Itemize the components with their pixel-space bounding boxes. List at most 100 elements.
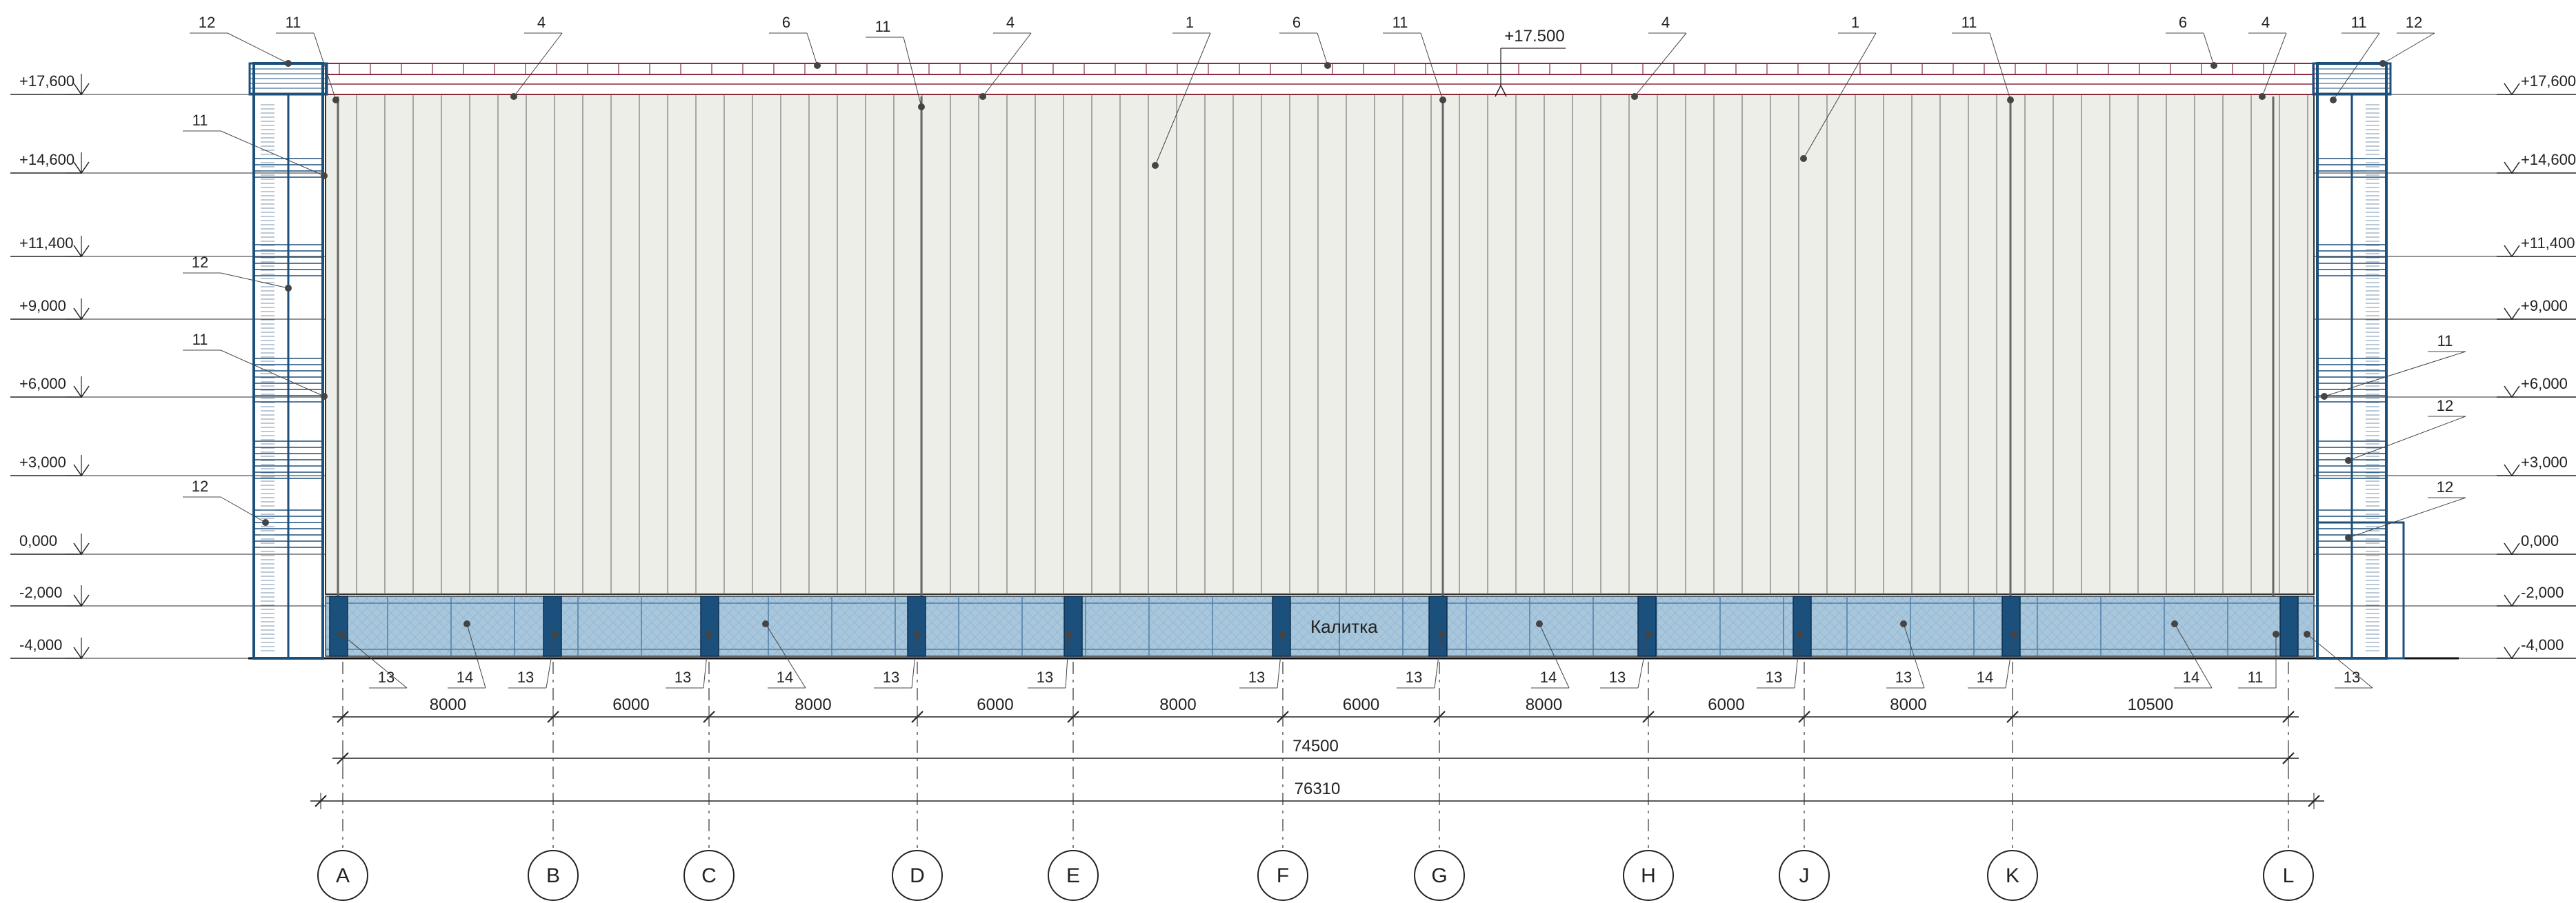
- callout-number: 12: [2437, 397, 2453, 414]
- axis-bubble: [1987, 850, 2038, 901]
- callout-dot: [1800, 155, 1807, 162]
- callout-number: 4: [2262, 14, 2270, 31]
- callout-dot: [2010, 631, 2017, 638]
- level-label-left: 0,000: [19, 532, 57, 549]
- level-labels: +17,600 +14,600 +11,400 +9,000 +6,000 +3,000 0…: [10, 72, 2576, 660]
- level-label-right: +14,600: [2521, 151, 2576, 168]
- callout-number: 14: [1540, 669, 1557, 686]
- axis-label: A: [336, 864, 350, 887]
- level-marker-triangle: [2504, 385, 2520, 398]
- callout-number: 13: [2344, 669, 2360, 686]
- axis-label: D: [910, 864, 925, 887]
- ridge-mark: +17.500: [1504, 27, 1564, 45]
- callout-leader: [1420, 32, 1444, 101]
- axis-label: K: [2006, 864, 2019, 887]
- dimension-value: 8000: [430, 696, 466, 714]
- level-label-left: -2,000: [19, 584, 62, 601]
- callout-number: 11: [875, 18, 891, 35]
- callout-number: 11: [286, 14, 301, 31]
- callout-leader: [220, 130, 325, 176]
- callout-leader: [1989, 32, 2011, 101]
- callout-leader: [2174, 623, 2213, 689]
- axis-bubble: [1623, 850, 1674, 901]
- callout-dot: [1066, 631, 1072, 638]
- level-label-right: +6,000: [2521, 375, 2568, 392]
- callout-number: 13: [517, 669, 534, 686]
- level-marker-triangle: [2504, 647, 2520, 660]
- callout-dot: [510, 93, 517, 100]
- callout-dot: [1279, 631, 1286, 638]
- callout-dot: [2304, 631, 2310, 638]
- callout-dot: [321, 393, 328, 400]
- callout-number: 12: [192, 254, 208, 271]
- callout-dot: [1900, 620, 1907, 627]
- callout-dot: [285, 60, 292, 67]
- fence-post: [543, 596, 562, 657]
- callout-number: 12: [2437, 478, 2453, 496]
- fence-post: [1428, 596, 1448, 657]
- callout-leader: [2005, 633, 2015, 689]
- callout-leader: [2306, 633, 2373, 689]
- callout-leader: [765, 623, 806, 689]
- callout-leader: [220, 349, 325, 397]
- callout-dot: [762, 620, 769, 627]
- level-label-left: +14,600: [19, 151, 74, 168]
- callout-dot: [1645, 631, 1652, 638]
- fence-post: [1793, 596, 1812, 657]
- callout-number: 14: [1977, 669, 1993, 686]
- callout-dot: [463, 620, 470, 627]
- callout-number: 11: [1961, 14, 1977, 31]
- fence-post: [1637, 596, 1657, 657]
- wall-panel-field: [325, 94, 2315, 595]
- callout-dot: [262, 519, 269, 526]
- dimension-value: 6000: [1343, 696, 1379, 714]
- callout-leader: [1434, 633, 1442, 689]
- callout-dot: [914, 631, 921, 638]
- callout-leader: [2324, 351, 2466, 397]
- axis-label: E: [1066, 864, 1080, 887]
- level-label-right: -2,000: [2521, 584, 2564, 601]
- callout-number: 6: [2179, 14, 2187, 31]
- axis-label: J: [1799, 864, 1810, 887]
- callout-dot: [2345, 457, 2352, 464]
- callout-leader: [2382, 32, 2435, 64]
- callout-number: 6: [1292, 14, 1301, 31]
- callout-leader: [982, 32, 1032, 97]
- callout-leader: [513, 32, 563, 97]
- callout-number: 1: [1851, 14, 1859, 31]
- fence-mesh: [326, 596, 2314, 656]
- callout-number: 12: [192, 478, 208, 495]
- callout-dot: [321, 172, 328, 179]
- callout-number: 14: [777, 669, 793, 686]
- axis-bubble: [1257, 850, 1308, 901]
- grid-axes: A B C D E F G H J K L +17.500: [317, 27, 2314, 901]
- callout-dot: [979, 93, 986, 100]
- callout-number: 14: [2183, 669, 2199, 686]
- callout-leader: [1634, 32, 1687, 97]
- callout-dot: [2345, 534, 2352, 541]
- level-marker-triangle: [2504, 161, 2520, 174]
- callout-dot: [2007, 97, 2014, 103]
- callout-leader: [341, 633, 408, 689]
- callout-leader: [1065, 633, 1070, 689]
- level-marker-triangle: [2504, 594, 2520, 607]
- callout-number: 6: [782, 14, 790, 31]
- callout-number: 1: [1186, 14, 1194, 31]
- facade-wall: [248, 63, 2459, 660]
- callout-number: 11: [1392, 14, 1408, 31]
- callout-number: 4: [1661, 14, 1670, 31]
- callout-number: 12: [2406, 14, 2422, 31]
- axis-bubble: [1779, 850, 1830, 901]
- level-marker-triangle: [2504, 245, 2520, 258]
- callout-number: 4: [537, 14, 546, 31]
- callout-number: 14: [457, 669, 473, 686]
- dimension-value: 6000: [977, 696, 1013, 714]
- level-label-right: +17,600: [2521, 72, 2576, 90]
- dimension-lines: 8000 6000 8000 6000 8000 6000 8000 6000 8000 1050…: [310, 696, 2324, 809]
- callout-dot: [338, 631, 345, 638]
- callout-leader: [2348, 497, 2466, 538]
- callout-leader: [1277, 633, 1284, 689]
- callout-leader: [911, 633, 918, 689]
- level-marker-triangle: [2504, 464, 2520, 477]
- callout-leader: [546, 633, 556, 689]
